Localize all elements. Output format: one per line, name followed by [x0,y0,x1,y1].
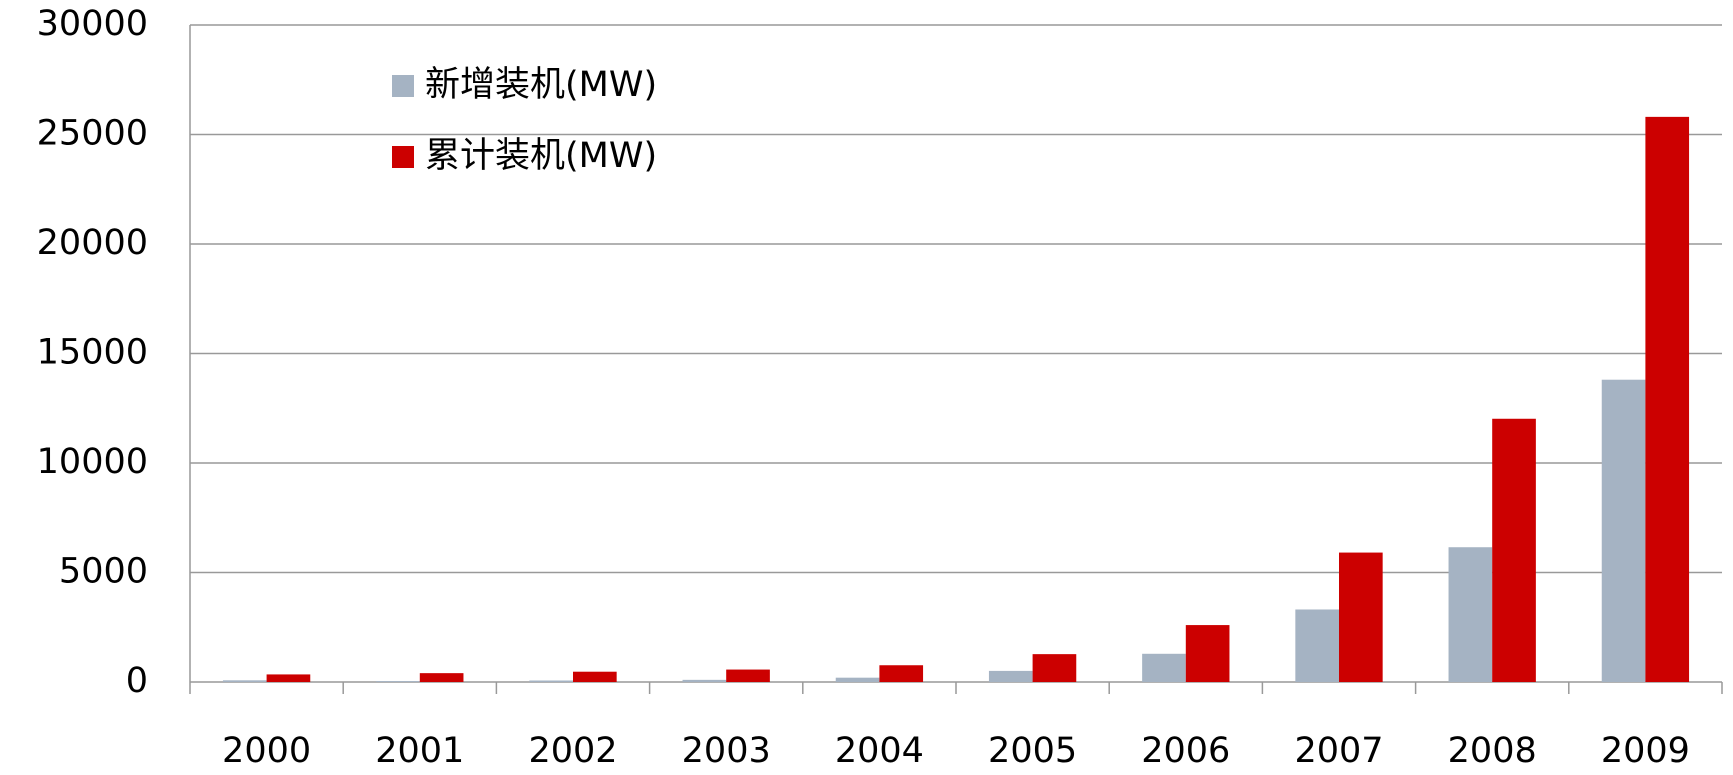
y-tick-label: 20000 [37,223,148,263]
bar [682,679,727,682]
x-tick-label: 2009 [1601,731,1690,771]
bar [573,671,617,682]
bar [1032,654,1077,682]
legend-swatch [392,75,414,97]
bar [726,669,770,682]
bar [1448,547,1493,682]
y-tick-label: 30000 [37,4,148,44]
y-tick-label: 15000 [37,333,148,373]
x-tick-label: 2004 [835,731,924,771]
legend-label: 累计装机(MW) [425,136,657,176]
x-tick-label: 2008 [1448,731,1537,771]
bar [222,680,267,682]
bar [988,670,1033,682]
x-tick-label: 2007 [1294,731,1383,771]
bar [376,681,420,682]
bar [1339,552,1383,682]
bar [1492,418,1536,682]
bar [419,673,464,682]
y-tick-label: 10000 [37,442,148,482]
bar [266,674,311,682]
bar [529,680,573,682]
bar [1185,625,1230,682]
x-tick-label: 2001 [375,731,464,771]
y-tick-label: 5000 [59,552,148,592]
legend-label: 新增装机(MW) [425,65,657,105]
bar [835,677,880,682]
x-tick-label: 2003 [682,731,771,771]
legend-swatch [392,146,414,168]
x-tick-label: 2005 [988,731,1077,771]
bar [879,665,924,682]
x-tick-label: 2002 [528,731,617,771]
bar [1645,116,1690,683]
x-tick-label: 2006 [1141,731,1230,771]
bar [1142,653,1186,682]
bar [1295,609,1339,682]
y-tick-label: 0 [126,661,148,701]
y-tick-label: 25000 [37,114,148,154]
x-tick-label: 2000 [222,731,311,771]
bar [1601,379,1646,682]
